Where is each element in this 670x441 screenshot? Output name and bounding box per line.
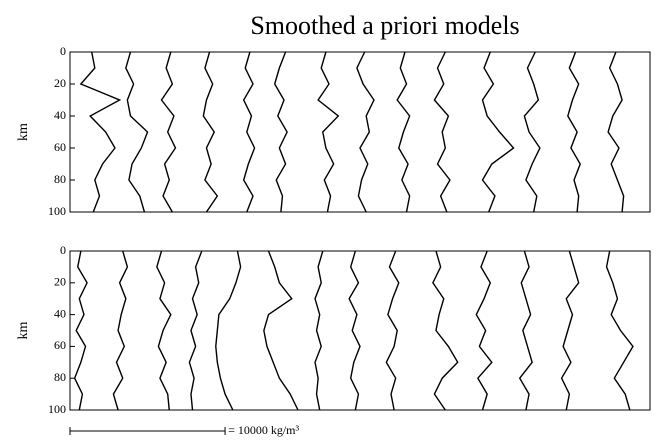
- density-profile: [112, 250, 129, 411]
- density-profile: [518, 250, 533, 411]
- density-profile: [567, 51, 581, 213]
- chart-title: Smoothed a priori models: [250, 11, 519, 40]
- density-profile: [523, 51, 541, 213]
- density-profile: [202, 51, 219, 213]
- y-tick-label: 80: [54, 370, 66, 384]
- density-profile: [481, 51, 515, 213]
- y-tick-label: 40: [54, 108, 66, 122]
- y-tick-label: 20: [54, 275, 66, 289]
- density-profile: [215, 250, 242, 411]
- density-profile: [156, 250, 172, 411]
- density-profile: [242, 51, 256, 213]
- density-profile: [160, 51, 177, 213]
- y-tick-label: 40: [54, 306, 66, 320]
- density-profile: [432, 250, 459, 411]
- density-profile: [348, 250, 361, 411]
- y-tick-label: 100: [48, 402, 66, 416]
- y-axis-label: km: [16, 321, 31, 339]
- panel-frame: [69, 250, 651, 411]
- y-tick-label: 20: [54, 76, 66, 90]
- y-tick-label: 100: [48, 204, 66, 218]
- y-tick-label: 60: [54, 140, 66, 154]
- y-axis-label: km: [16, 123, 31, 141]
- y-tick-label: 80: [54, 172, 66, 186]
- y-tick-label: 60: [54, 338, 66, 352]
- density-profile: [188, 250, 203, 411]
- density-profile: [79, 51, 122, 213]
- density-profile: [73, 250, 88, 411]
- density-profile: [605, 250, 634, 411]
- density-profile: [125, 51, 149, 213]
- density-profile: [396, 51, 411, 213]
- density-profile: [385, 250, 400, 411]
- density-profile: [433, 51, 451, 213]
- scale-bar-label: = 10000 kg/m³: [228, 423, 299, 437]
- density-profile: [607, 51, 625, 213]
- panel-frame: [69, 51, 651, 213]
- density-profile: [317, 51, 340, 213]
- y-tick-label: 0: [60, 243, 66, 257]
- density-profile: [475, 250, 493, 411]
- y-tick-label: 0: [60, 44, 66, 58]
- density-profile: [314, 250, 324, 411]
- density-profile: [273, 51, 288, 213]
- density-profile: [263, 250, 299, 411]
- density-profile: [560, 250, 580, 411]
- density-profile: [356, 51, 375, 213]
